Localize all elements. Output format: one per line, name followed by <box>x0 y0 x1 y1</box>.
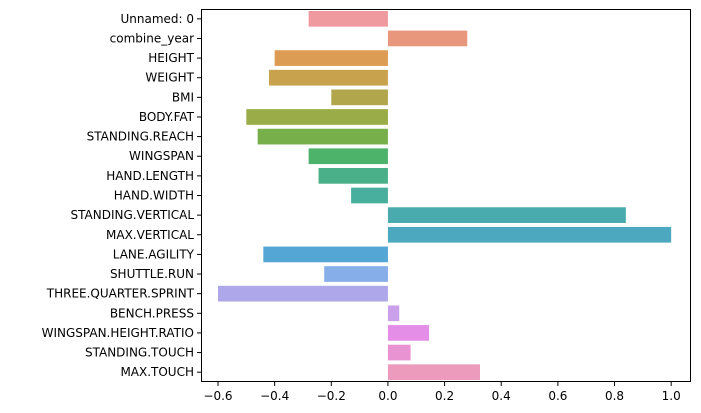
x-tick-label: −0.4 <box>260 389 289 403</box>
category-label: HEIGHT <box>148 51 194 65</box>
bar <box>387 325 430 341</box>
category-label: BMI <box>172 90 194 104</box>
x-tick-label: 0.6 <box>548 389 567 403</box>
x-tick-label: −0.2 <box>317 389 346 403</box>
category-label: SHUTTLE.RUN <box>110 267 194 281</box>
category-label: STANDING.REACH <box>87 130 194 144</box>
x-tick-label: 0.8 <box>605 389 624 403</box>
bar <box>246 109 388 125</box>
bar <box>387 344 411 361</box>
bars-group <box>217 10 672 381</box>
bar <box>257 128 388 145</box>
bar <box>274 50 388 66</box>
category-label: BENCH.PRESS <box>110 306 194 320</box>
category-labels: Unnamed: 0 combine_year HEIGHT WEIGHT BMI BOD… <box>42 12 201 379</box>
category-label: MAX.TOUCH <box>120 365 194 379</box>
bar <box>318 168 388 184</box>
category-label: STANDING.TOUCH <box>85 346 194 360</box>
category-label: WINGSPAN <box>129 149 194 163</box>
x-tick-label: −0.6 <box>203 389 232 403</box>
x-tick-label: 0.0 <box>378 389 397 403</box>
bar <box>387 30 468 47</box>
category-label: BODY.FAT <box>139 110 195 124</box>
category-label: WINGSPAN.HEIGHT.RATIO <box>42 326 194 340</box>
bar <box>387 207 626 223</box>
bar <box>387 364 480 381</box>
x-axis-ticks: −0.6 −0.4 −0.2 0.0 0.2 0.4 0.6 0.8 1.0 <box>203 382 681 403</box>
category-label: HAND.WIDTH <box>114 189 194 203</box>
x-tick-label: 0.2 <box>435 389 454 403</box>
category-label: WEIGHT <box>145 71 194 85</box>
category-label: MAX.VERTICAL <box>106 228 194 242</box>
bar <box>331 89 388 106</box>
plot-frame <box>201 9 691 382</box>
bar <box>387 226 672 243</box>
x-tick-label: 1.0 <box>662 389 681 403</box>
bar <box>351 187 388 204</box>
bar <box>308 148 388 165</box>
bar <box>217 285 388 302</box>
bar <box>263 246 388 263</box>
bar <box>387 305 400 322</box>
category-label: combine_year <box>110 31 194 45</box>
category-label: STANDING.VERTICAL <box>71 208 195 222</box>
x-tick-label: 0.4 <box>492 389 511 403</box>
bar <box>268 69 388 86</box>
category-label: HAND.LENGTH <box>106 169 194 183</box>
category-label: Unnamed: 0 <box>120 12 194 26</box>
category-label: THREE.QUARTER.SPRINT <box>46 287 195 301</box>
category-label: LANE.AGILITY <box>113 247 195 261</box>
bar <box>308 10 388 27</box>
bar <box>324 266 388 282</box>
